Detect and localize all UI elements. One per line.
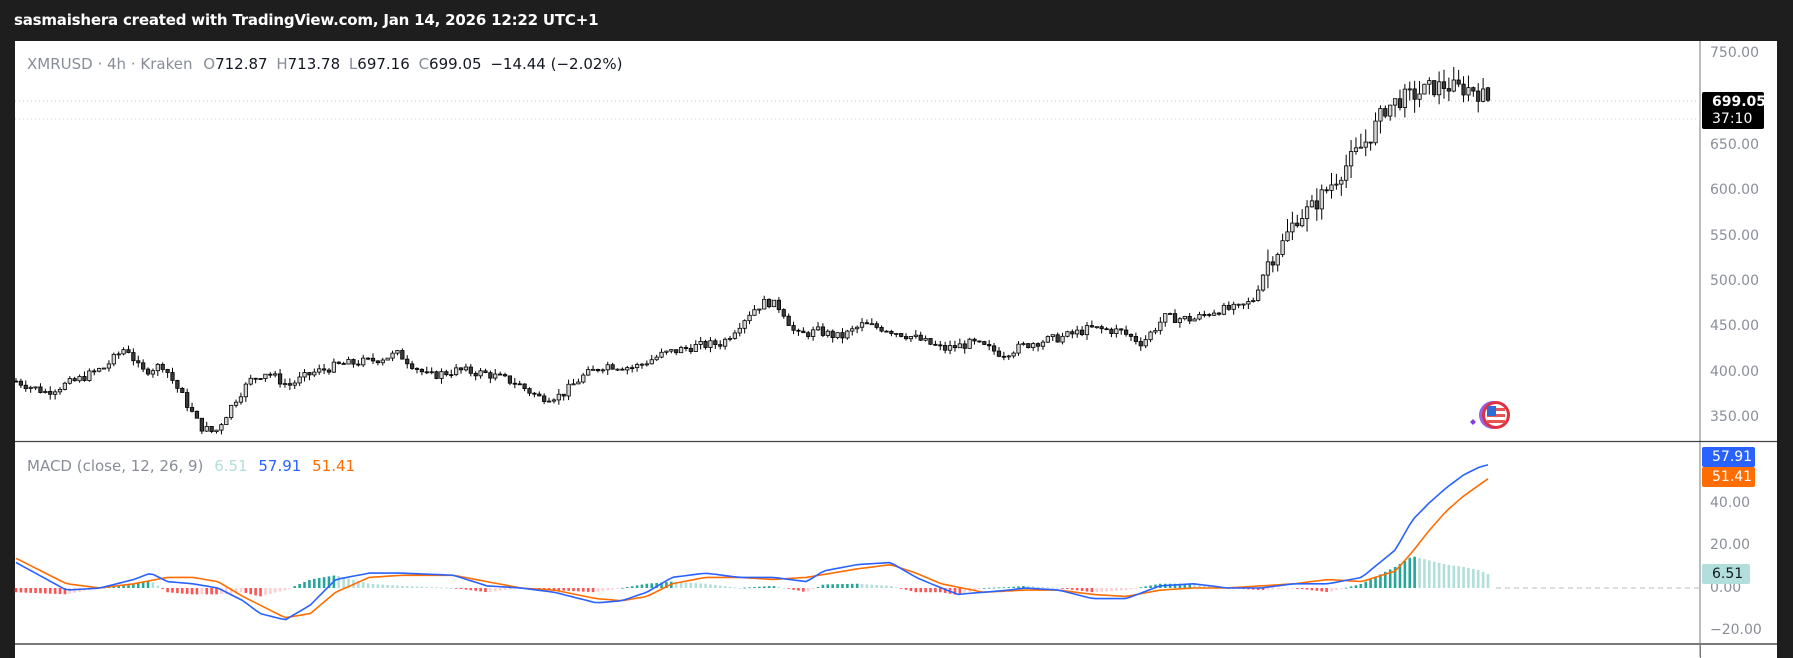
price-axis-label: 650.00 — [1710, 137, 1759, 153]
exchange: Kraken — [140, 55, 193, 73]
macd-line-value: 57.91 — [258, 457, 302, 475]
price-axis-label: 750.00 — [1710, 45, 1759, 61]
macd-histogram-value: 6.51 — [214, 457, 248, 475]
price-axis-label: 350.00 — [1710, 409, 1759, 425]
macd-axis-label: 0.00 — [1710, 580, 1742, 596]
separator: · — [126, 55, 141, 73]
price-axis-label: 400.00 — [1710, 364, 1759, 380]
price-axis-label: 500.00 — [1710, 273, 1759, 289]
separator: · — [92, 55, 108, 73]
macd-signal-value: 51.41 — [312, 457, 356, 475]
macd-axis-label: 20.00 — [1710, 537, 1751, 553]
open-value: 712.87 — [215, 55, 268, 73]
macd-line-tag: 57.91 — [1702, 447, 1755, 467]
top-bar: sasmaishera created with TradingView.com… — [0, 0, 1793, 41]
bar-countdown: 37:10 — [1712, 111, 1753, 127]
chart-frame — [15, 41, 1777, 644]
low-label: L — [348, 55, 358, 73]
price-axis-label: 550.00 — [1710, 228, 1759, 244]
macd-legend: MACD (close, 12, 26, 9) 6.51 57.91 51.41 — [27, 457, 355, 475]
high-label: H — [276, 55, 288, 73]
macd-axis-label: 40.00 — [1710, 495, 1751, 511]
close-value: 699.05 — [429, 55, 482, 73]
symbol-name[interactable]: XMRUSD — [27, 55, 93, 73]
high-value: 713.78 — [287, 55, 341, 73]
signal-line-tag: 51.41 — [1702, 467, 1755, 487]
symbol-legend: XMRUSD · 4h · Kraken O712.87 H713.78 L69… — [27, 55, 623, 73]
change-value: −14.44 (−2.02%) — [490, 55, 623, 73]
price-axis-label: 600.00 — [1710, 182, 1759, 198]
low-value: 697.16 — [357, 55, 410, 73]
last-price: 699.05 — [1712, 94, 1767, 110]
price-axis-label: 450.00 — [1710, 318, 1759, 334]
open-label: O — [203, 55, 216, 73]
last-price-tag: 699.05 37:10 — [1702, 92, 1767, 129]
histogram-tag: 6.51 — [1702, 564, 1750, 584]
us-flag-event-icon[interactable] — [1466, 398, 1512, 432]
chart-attribution-title: sasmaishera created with TradingView.com… — [14, 11, 599, 29]
interval[interactable]: 4h — [107, 55, 127, 73]
macd-axis-label: −20.00 — [1710, 622, 1762, 638]
close-label: C — [418, 55, 430, 73]
macd-indicator-name[interactable]: MACD (close, 12, 26, 9) — [27, 457, 204, 475]
